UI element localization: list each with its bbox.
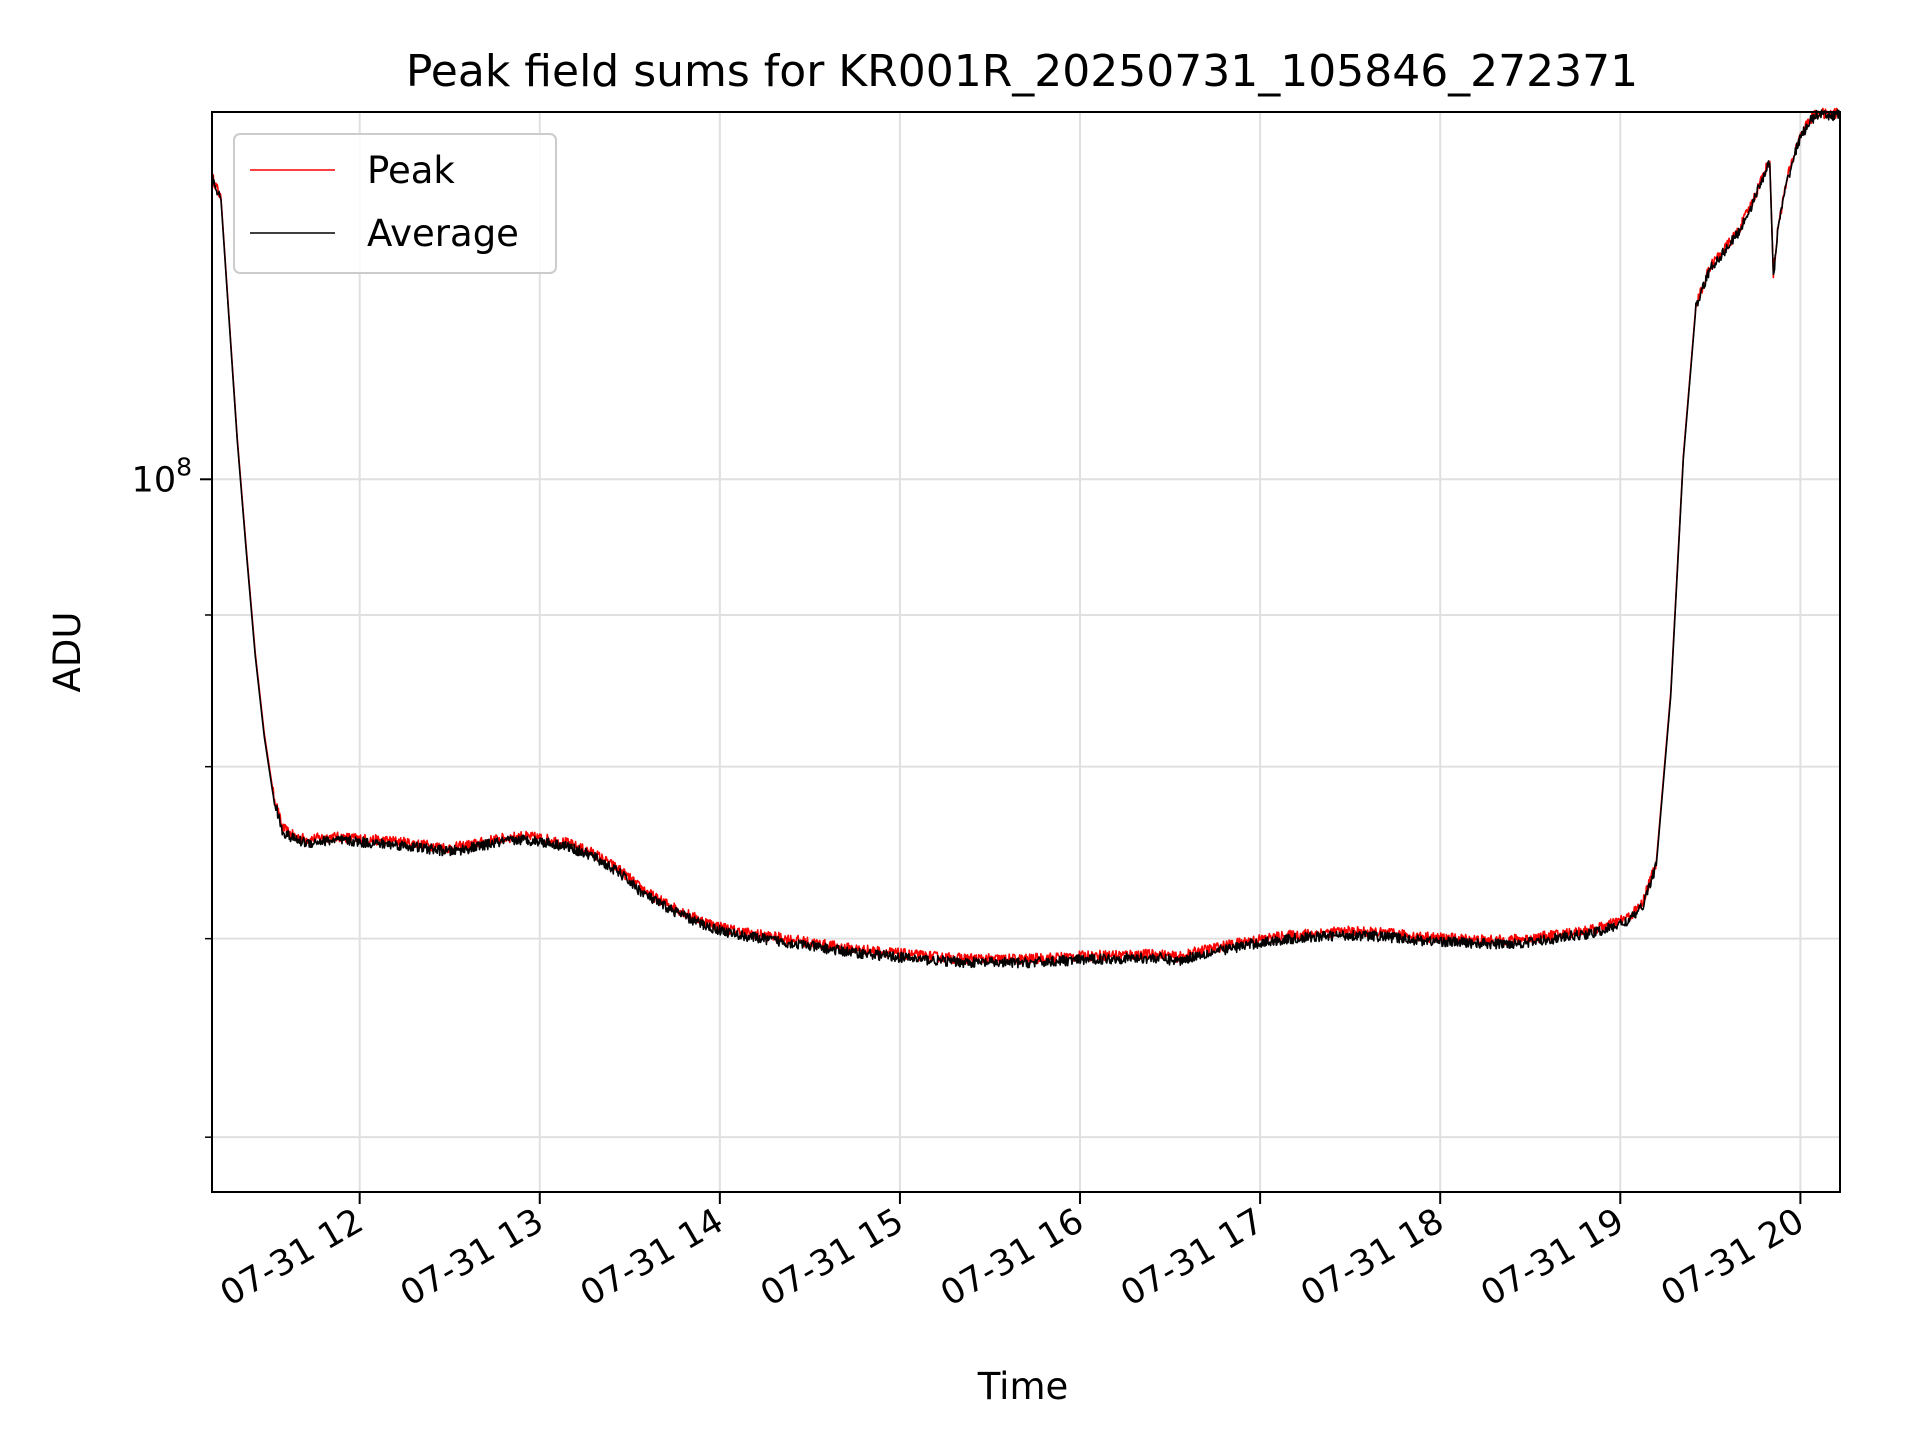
series-line-average [211, 109, 1841, 969]
x-axis: 07-31 12 07-31 13 07-31 14 07-31 15 07-31 16… [214, 1192, 1811, 1314]
y-axis-title: ADU [46, 612, 89, 693]
x-tick-label: 07-31 20 [1655, 1201, 1811, 1314]
y-tick-label: 108 [132, 452, 192, 500]
y-tick-label-base: 10 [132, 460, 177, 500]
legend: Peak Average [233, 133, 557, 274]
legend-label-average: Average [367, 212, 519, 255]
x-tick-label: 07-31 17 [1114, 1201, 1270, 1314]
x-tick-label: 07-31 16 [934, 1201, 1090, 1314]
y-axis: 108 [132, 452, 212, 1138]
x-tick-label: 07-31 19 [1475, 1201, 1631, 1314]
y-tick-label-exponent: 8 [176, 452, 192, 481]
chart-title: Peak field sums for KR001R_20250731_1058… [406, 46, 1638, 97]
grid-lines [212, 112, 1840, 1192]
plot-frame [211, 111, 1841, 1193]
legend-label-peak: Peak [367, 149, 455, 192]
x-tick-label: 07-31 18 [1294, 1201, 1450, 1314]
legend-box [233, 133, 557, 274]
x-tick-label: 07-31 12 [214, 1201, 370, 1314]
x-tick-label: 07-31 15 [754, 1201, 910, 1314]
x-axis-title: Time [977, 1365, 1069, 1408]
x-tick-label: 07-31 14 [574, 1201, 730, 1314]
x-tick-label: 07-31 13 [394, 1201, 550, 1314]
series-layer [211, 107, 1841, 969]
